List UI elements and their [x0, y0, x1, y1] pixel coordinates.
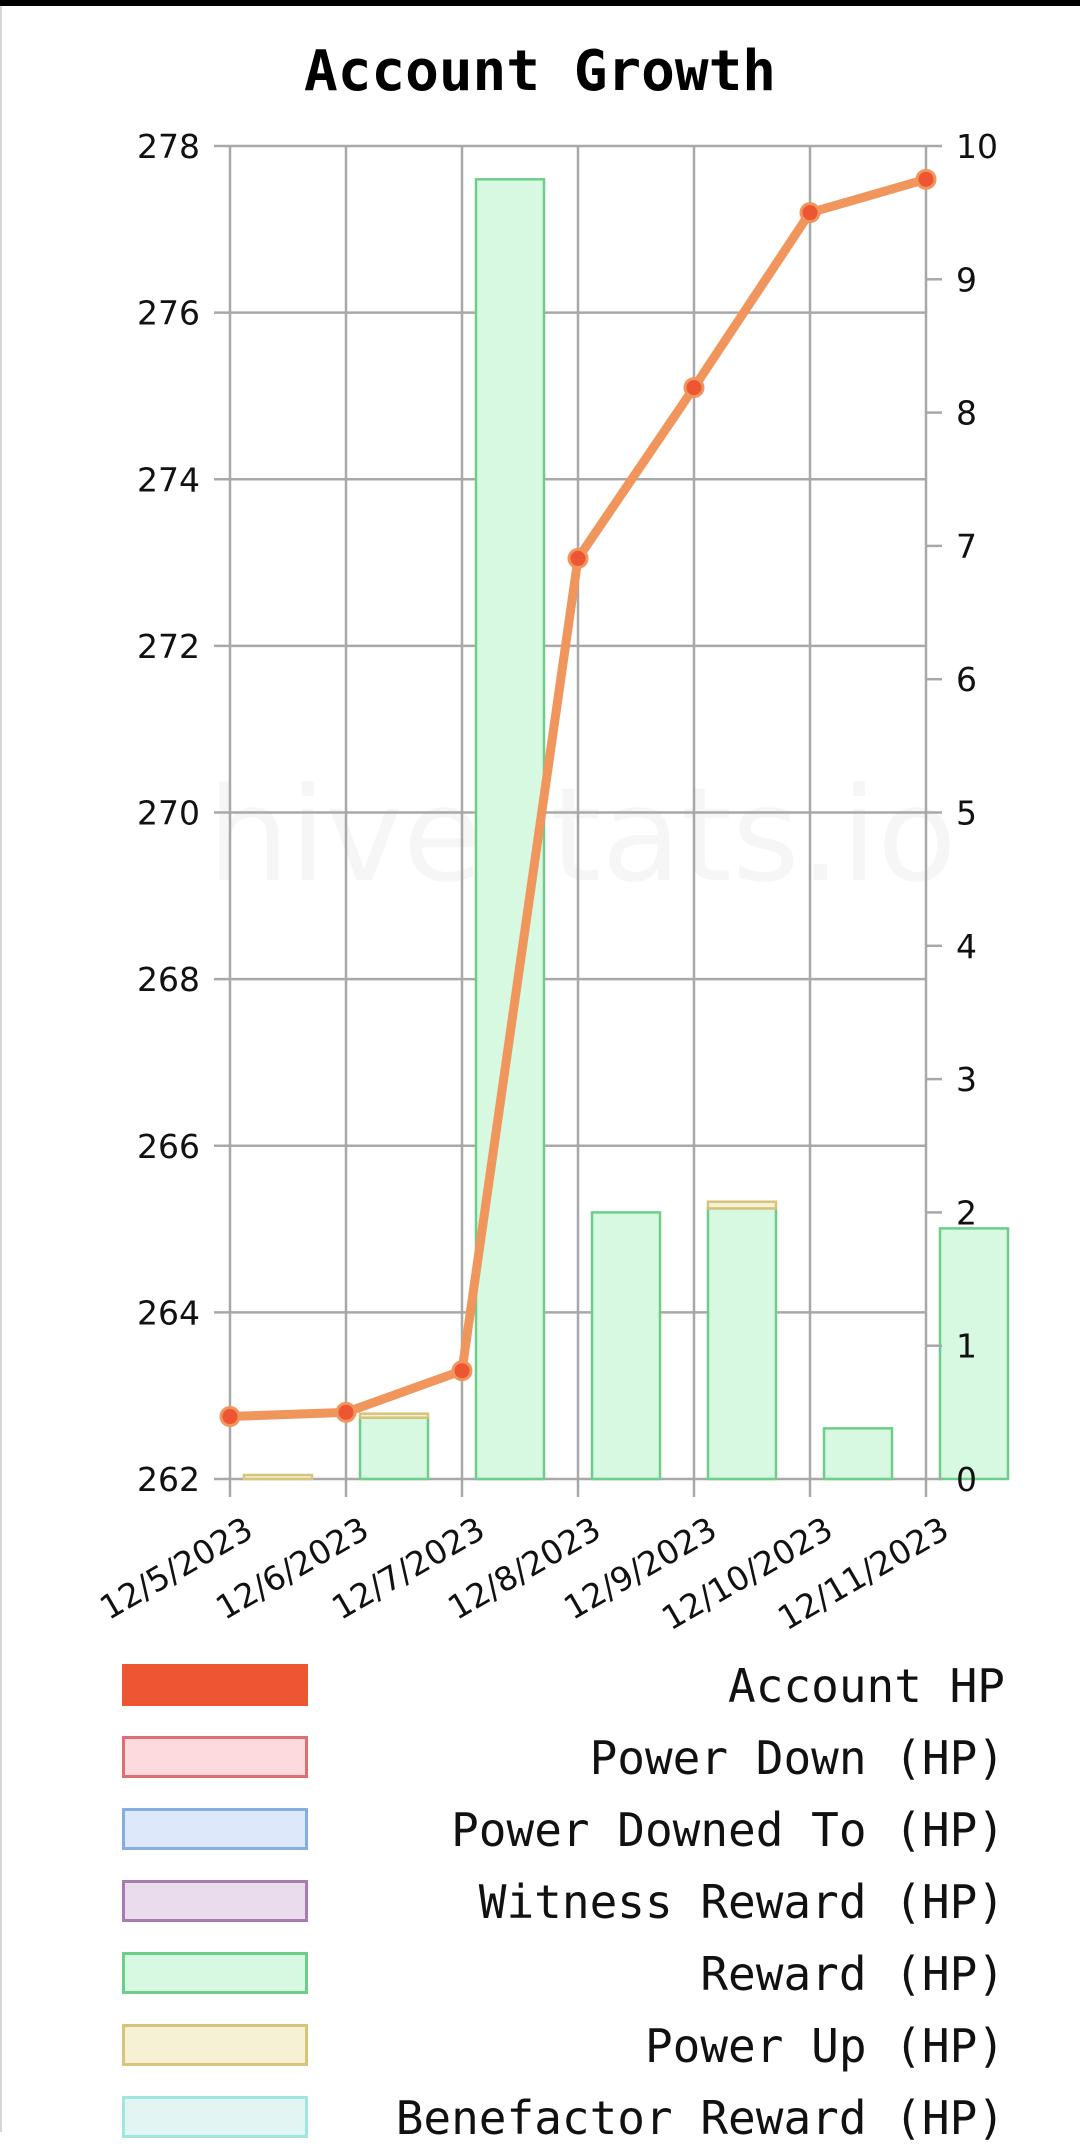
account-hp-point: [451, 1360, 473, 1382]
y-right-tick-label: 4: [956, 927, 977, 966]
account-growth-chart: Account Growth hivestats.io 12/5/202312/…: [93, 39, 1010, 1638]
chart-title: Account Growth: [304, 39, 776, 104]
legend-swatch: [122, 1880, 308, 1922]
legend-item: Power Up (HP): [0, 2010, 1080, 2082]
legend-item: Witness Reward (HP): [0, 1866, 1080, 1938]
bar-reward-hp: [822, 1427, 894, 1481]
y-right-tick-label: 5: [956, 794, 977, 833]
x-axis-ticks: 12/5/202312/6/202312/7/202312/8/202312/9…: [93, 1509, 955, 1638]
y-right-tick-label: 8: [956, 394, 977, 433]
y-right-tick-label: 10: [956, 127, 998, 166]
account-hp-point: [683, 377, 705, 399]
legend-label: Power Down (HP): [589, 1731, 1005, 1785]
y-left-tick-label: 262: [137, 1460, 200, 1499]
y-axis-left-ticks: 262 264 266 268 270 272 274 276 278: [137, 127, 200, 1499]
y-right-tick-label: 2: [956, 1193, 977, 1232]
grid: [228, 144, 928, 1481]
account-hp-point: [335, 1401, 357, 1423]
bar-reward-hp: [706, 1207, 778, 1481]
legend-label: Power Up (HP): [644, 2019, 1005, 2073]
watermark: hivestats.io: [207, 759, 956, 911]
legend-label: Reward (HP): [700, 1947, 1005, 2001]
bar-power-up-hp: [358, 1412, 430, 1419]
page-edge: [0, 6, 2, 2132]
legend-label: Power Downed To (HP): [451, 1803, 1005, 1857]
y-right-tick-label: 0: [956, 1460, 977, 1499]
y-left-tick-label: 274: [137, 460, 200, 499]
account-hp-point: [915, 168, 937, 190]
y-right-tick-label: 9: [956, 260, 977, 299]
legend-label: Witness Reward (HP): [478, 1875, 1005, 1929]
top-status-bar: [0, 0, 1080, 6]
bar-reward-hp: [358, 1416, 430, 1481]
y-right-tick-label: 3: [956, 1060, 977, 1099]
y-axis-right-ticks: 0 1 2 3 4 5 6 7 8 9 10: [956, 127, 998, 1499]
legend-swatch: [122, 1952, 308, 1994]
legend-swatch: [122, 1808, 308, 1850]
account-hp-point: [567, 547, 589, 569]
y-right-tick-label: 6: [956, 660, 977, 699]
bar-reward-hp: [474, 178, 546, 1481]
y-left-tick-label: 268: [137, 960, 200, 999]
legend-swatch: [122, 1664, 308, 1706]
bar-reward-hp: [938, 1227, 1010, 1481]
bar-power-up-hp: [706, 1200, 778, 1210]
bar-reward-hp: [590, 1211, 662, 1481]
y-left-tick-label: 266: [137, 1127, 200, 1166]
account-hp-line: [219, 168, 937, 1428]
legend-swatch: [122, 2024, 308, 2066]
bars: [242, 178, 1010, 1481]
axes: [214, 144, 942, 1497]
legend-item: Reward (HP): [0, 1938, 1080, 2010]
legend-item: Power Down (HP): [0, 1722, 1080, 1794]
legend-label: Account HP: [728, 1659, 1005, 1713]
account-hp-point: [219, 1406, 241, 1428]
legend-label: Benefactor Reward (HP): [395, 2091, 1005, 2145]
bar-power-up-hp: [242, 1473, 314, 1481]
legend-swatch: [122, 1736, 308, 1778]
y-right-tick-label: 1: [956, 1327, 977, 1366]
account-hp-point: [799, 202, 821, 224]
y-left-tick-label: 276: [137, 294, 200, 333]
y-left-tick-label: 270: [137, 794, 200, 833]
y-left-tick-label: 278: [137, 127, 200, 166]
legend-item: Power Downed To (HP): [0, 1794, 1080, 1866]
y-right-tick-label: 7: [956, 527, 977, 566]
y-left-tick-label: 272: [137, 627, 200, 666]
legend-item: Benefactor Reward (HP): [0, 2082, 1080, 2154]
y-left-tick-label: 264: [137, 1293, 200, 1332]
legend-item: Account HP: [0, 1650, 1080, 1722]
